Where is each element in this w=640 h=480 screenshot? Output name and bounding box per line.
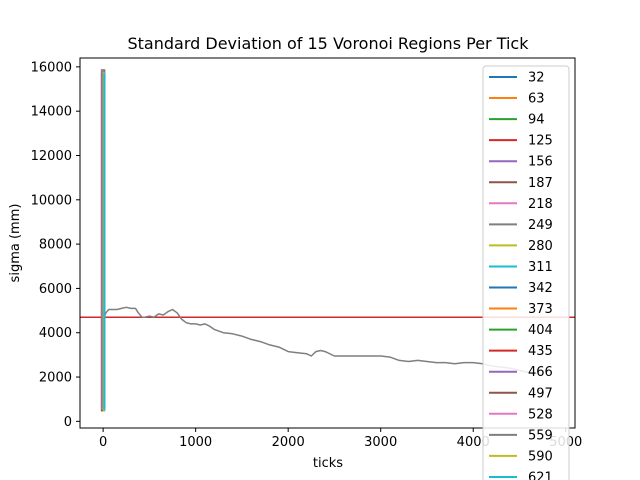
chart-title: Standard Deviation of 15 Voronoi Regions… (128, 34, 530, 53)
y-tick-label: 0 (64, 415, 72, 430)
legend-label-125: 125 (528, 134, 553, 149)
legend-label-187: 187 (528, 176, 553, 191)
legend-label-528: 528 (528, 407, 553, 422)
legend-label-94: 94 (528, 113, 545, 128)
y-tick-label: 14000 (31, 105, 72, 120)
plot-frame (79, 57, 576, 429)
legend-label-373: 373 (528, 302, 553, 317)
plot-area (80, 69, 575, 412)
x-tick-label: 4000 (457, 435, 490, 450)
y-axis: 0 2000 4000 6000 8000 10000 12000 14000 16000 (31, 60, 80, 430)
y-tick-label: 8000 (39, 238, 72, 253)
y-tick-label: 2000 (39, 371, 72, 386)
x-tick-label: 2000 (272, 435, 305, 450)
legend: 32 63 94 125 156 187 218 249 280 311 342 373 404 435 4… (482, 65, 570, 480)
x-axis-label: ticks (313, 456, 343, 471)
legend-label-590: 590 (528, 449, 553, 464)
legend-label-404: 404 (528, 323, 553, 338)
legend-label-435: 435 (528, 344, 553, 359)
y-axis-label: sigma (mm) (8, 204, 23, 283)
legend-label-218: 218 (528, 197, 553, 212)
legend-label-63: 63 (528, 92, 545, 107)
legend-label-32: 32 (528, 71, 545, 86)
legend-label-342: 342 (528, 281, 553, 296)
legend-label-280: 280 (528, 239, 553, 254)
legend-label-621: 621 (528, 470, 553, 480)
y-tick-label: 12000 (31, 149, 72, 164)
legend-label-249: 249 (528, 218, 553, 233)
y-tick-label: 10000 (31, 193, 72, 208)
y-tick-label: 16000 (31, 60, 72, 75)
legend-label-311: 311 (528, 260, 553, 275)
legend-label-559: 559 (528, 428, 553, 443)
legend-label-466: 466 (528, 365, 553, 380)
x-tick-label: 3000 (364, 435, 397, 450)
x-tick-label: 1000 (179, 435, 212, 450)
legend-label-497: 497 (528, 386, 553, 401)
series-line-249 (102, 306, 543, 376)
legend-label-156: 156 (528, 155, 553, 170)
x-tick-label: 0 (99, 435, 107, 450)
legend-box (482, 65, 570, 480)
y-tick-label: 6000 (39, 282, 72, 297)
y-tick-label: 4000 (39, 326, 72, 341)
